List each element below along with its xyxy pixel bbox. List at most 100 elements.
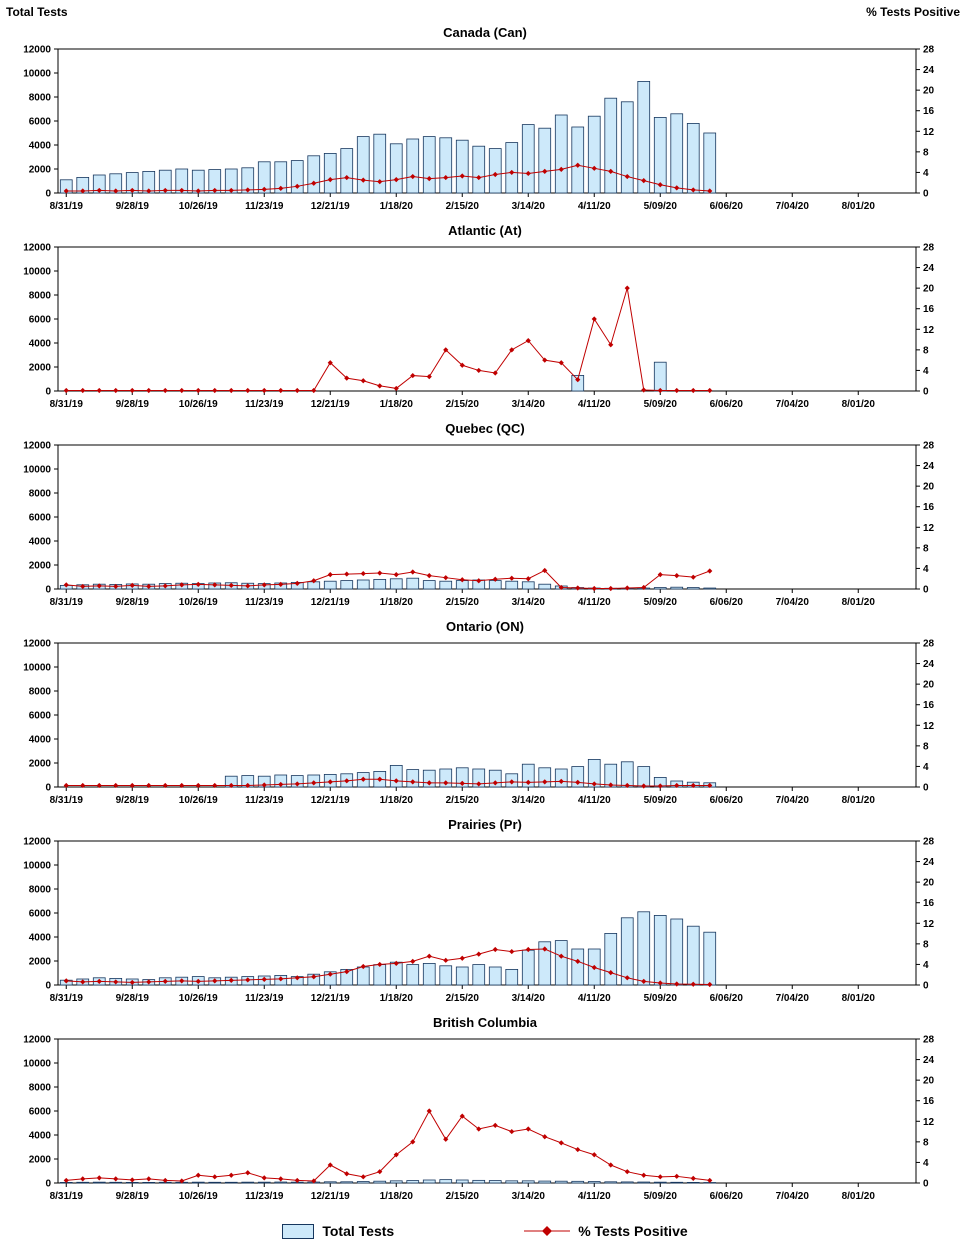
svg-text:10/26/19: 10/26/19	[179, 399, 218, 410]
svg-text:2000: 2000	[29, 957, 52, 968]
svg-text:20: 20	[923, 1076, 935, 1087]
svg-text:12: 12	[923, 1117, 935, 1128]
svg-text:1/18/20: 1/18/20	[380, 993, 414, 1004]
svg-text:16: 16	[923, 502, 935, 513]
svg-text:10/26/19: 10/26/19	[179, 993, 218, 1004]
svg-text:0: 0	[923, 585, 929, 596]
svg-text:12/21/19: 12/21/19	[311, 597, 350, 608]
svg-text:3/14/20: 3/14/20	[512, 1191, 546, 1202]
svg-text:28: 28	[923, 441, 935, 452]
svg-text:8/31/19: 8/31/19	[50, 201, 84, 212]
svg-text:28: 28	[923, 837, 935, 848]
svg-text:2/15/20: 2/15/20	[446, 993, 480, 1004]
svg-text:4000: 4000	[29, 141, 52, 152]
legend-item-total-tests: Total Tests	[282, 1223, 394, 1239]
svg-text:2/15/20: 2/15/20	[446, 597, 480, 608]
svg-text:10/26/19: 10/26/19	[179, 201, 218, 212]
chart-plot-ontario: 0 2000 4000 6000 8000 10000 12000 0 4 8 12 16 20 24 28…	[23, 639, 935, 807]
svg-text:2000: 2000	[29, 561, 52, 572]
svg-text:16: 16	[923, 304, 935, 315]
svg-text:8: 8	[923, 543, 929, 554]
chart-panel-prairies: Prairies (Pr) 0 2000 4000 6000 8000 10000 1200…	[0, 815, 970, 1013]
svg-text:6/06/20: 6/06/20	[710, 993, 744, 1004]
svg-text:8/31/19: 8/31/19	[50, 1191, 84, 1202]
svg-text:8/31/19: 8/31/19	[50, 993, 84, 1004]
svg-text:24: 24	[923, 857, 935, 868]
svg-text:2000: 2000	[29, 759, 52, 770]
svg-text:10000: 10000	[23, 663, 51, 674]
svg-text:16: 16	[923, 898, 935, 909]
svg-text:10000: 10000	[23, 1059, 51, 1070]
svg-text:7/04/20: 7/04/20	[776, 201, 810, 212]
svg-text:4000: 4000	[29, 933, 52, 944]
svg-text:8: 8	[923, 345, 929, 356]
svg-text:20: 20	[923, 86, 935, 97]
chart-panel-quebec: Quebec (QC) 0 2000 4000 6000 8000 10000 12000 0…	[0, 419, 970, 617]
chart-panel-ontario: Ontario (ON) 0 2000 4000 6000 8000 10000 12000…	[0, 617, 970, 815]
axis-titles-header: Total Tests % Tests Positive	[0, 0, 970, 23]
svg-text:28: 28	[923, 1035, 935, 1046]
svg-text:12: 12	[923, 523, 935, 534]
svg-text:4/11/20: 4/11/20	[578, 993, 611, 1004]
chart-plot-british-columbia: 0 2000 4000 6000 8000 10000 12000 0 4 8 12 16 20 24 28…	[23, 1035, 935, 1203]
svg-text:11/23/19: 11/23/19	[245, 1191, 284, 1202]
svg-text:8: 8	[923, 741, 929, 752]
svg-text:9/28/19: 9/28/19	[116, 993, 150, 1004]
svg-text:7/04/20: 7/04/20	[776, 795, 810, 806]
svg-text:5/09/20: 5/09/20	[644, 399, 678, 410]
svg-text:12/21/19: 12/21/19	[311, 993, 350, 1004]
svg-text:7/04/20: 7/04/20	[776, 1191, 810, 1202]
svg-text:16: 16	[923, 106, 935, 117]
svg-text:4000: 4000	[29, 1131, 52, 1142]
svg-text:12000: 12000	[23, 45, 51, 56]
svg-text:12000: 12000	[23, 1035, 51, 1046]
svg-text:20: 20	[923, 878, 935, 889]
chart-title-british-columbia: British Columbia	[432, 1015, 537, 1030]
svg-text:8000: 8000	[29, 291, 52, 302]
legend-item-pct-positive: % Tests Positive	[524, 1223, 688, 1239]
svg-text:3/14/20: 3/14/20	[512, 993, 546, 1004]
svg-text:6000: 6000	[29, 909, 52, 920]
svg-text:1/18/20: 1/18/20	[380, 1191, 414, 1202]
chart-plot-quebec: 0 2000 4000 6000 8000 10000 12000 0 4 8 12 16 20 24 28…	[23, 441, 935, 609]
svg-text:16: 16	[923, 700, 935, 711]
right-axis-title: % Tests Positive	[866, 5, 960, 19]
svg-text:8/31/19: 8/31/19	[50, 795, 84, 806]
svg-text:0: 0	[923, 783, 929, 794]
svg-text:8/31/19: 8/31/19	[50, 399, 84, 410]
chart-legend: Total Tests % Tests Positive	[0, 1211, 970, 1247]
svg-text:28: 28	[923, 639, 935, 650]
svg-text:24: 24	[923, 1055, 935, 1066]
svg-text:2/15/20: 2/15/20	[446, 795, 480, 806]
svg-text:2000: 2000	[29, 165, 52, 176]
svg-text:1/18/20: 1/18/20	[380, 399, 414, 410]
svg-text:12000: 12000	[23, 243, 51, 254]
chart-title-atlantic: Atlantic (At)	[448, 223, 522, 238]
svg-text:4/11/20: 4/11/20	[578, 201, 611, 212]
svg-text:2000: 2000	[29, 1155, 52, 1166]
svg-text:9/28/19: 9/28/19	[116, 201, 150, 212]
svg-text:10/26/19: 10/26/19	[179, 597, 218, 608]
svg-text:8000: 8000	[29, 687, 52, 698]
svg-text:8/01/20: 8/01/20	[842, 993, 876, 1004]
svg-text:4: 4	[923, 168, 929, 179]
svg-text:6/06/20: 6/06/20	[710, 1191, 744, 1202]
svg-text:0: 0	[923, 387, 929, 398]
svg-text:10/26/19: 10/26/19	[179, 1191, 218, 1202]
svg-text:0: 0	[45, 981, 51, 992]
svg-text:8/01/20: 8/01/20	[842, 597, 876, 608]
svg-text:8: 8	[923, 147, 929, 158]
svg-text:0: 0	[45, 1179, 51, 1190]
svg-text:10000: 10000	[23, 69, 51, 80]
svg-text:12000: 12000	[23, 837, 51, 848]
svg-text:10000: 10000	[23, 465, 51, 476]
svg-text:11/23/19: 11/23/19	[245, 201, 284, 212]
svg-text:0: 0	[923, 981, 929, 992]
svg-text:4: 4	[923, 366, 929, 377]
svg-text:0: 0	[923, 1179, 929, 1190]
left-axis-title: Total Tests	[6, 5, 68, 19]
svg-text:16: 16	[923, 1096, 935, 1107]
svg-text:24: 24	[923, 659, 935, 670]
svg-text:2000: 2000	[29, 363, 52, 374]
svg-text:8/01/20: 8/01/20	[842, 1191, 876, 1202]
